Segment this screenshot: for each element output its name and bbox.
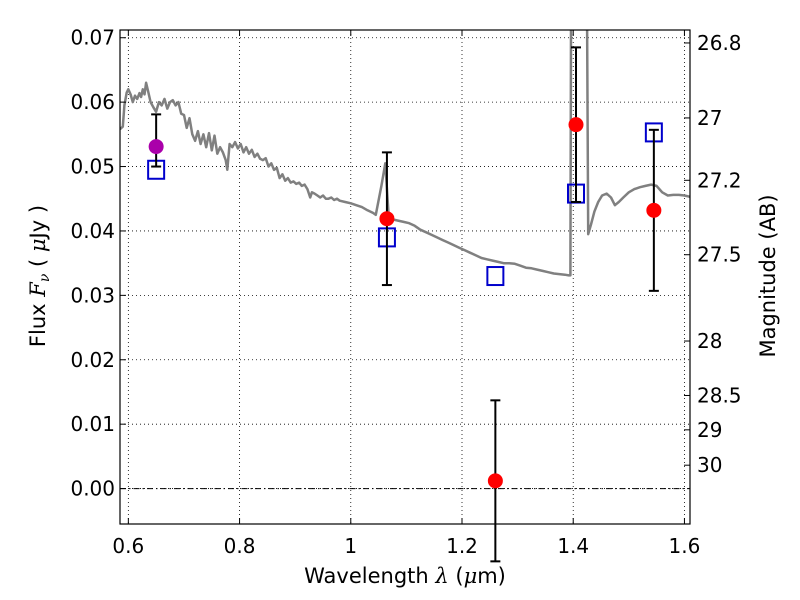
y2-tick-label: 26.8 [697, 31, 742, 55]
observed-point [487, 473, 503, 489]
y2-tick-label: 28 [697, 329, 722, 353]
y-tick-label: 0.05 [70, 155, 115, 179]
observed-point [646, 202, 662, 218]
y2-tick-label: 29 [697, 418, 722, 442]
y-tick-label: 0.03 [70, 283, 115, 307]
plot-area [120, 30, 690, 563]
x-axis-label: Wavelength λ (μm) [304, 564, 506, 588]
y-tick-label: 0.06 [70, 90, 115, 114]
y-axis-ticks: 0.00 0.01 0.02 0.03 0.04 0.05 0.06 0.07 [70, 26, 126, 501]
y2-tick-label: 27 [697, 106, 722, 130]
y2-tick-label: 30 [697, 453, 722, 477]
x-tick-label: 0.8 [224, 534, 256, 558]
x-axis-ticks: 0.6 0.8 1 1.2 1.4 1.6 [112, 30, 700, 558]
y2-tick-label: 27.2 [697, 168, 742, 192]
x-tick-label: 1.6 [669, 534, 701, 558]
highlight-point [148, 139, 164, 155]
y2-tick-label: 27.5 [697, 243, 742, 267]
observed-point [379, 211, 395, 227]
x-tick-label: 1 [344, 534, 357, 558]
x-tick-label: 1.2 [446, 534, 478, 558]
y-tick-label: 0.02 [70, 348, 115, 372]
model-spectrum-line [120, 30, 690, 277]
y-tick-label: 0.04 [70, 219, 115, 243]
x-tick-label: 0.6 [112, 534, 144, 558]
y-tick-label: 0.01 [70, 412, 115, 436]
y-axis-label: Flux Fν ( μJy ) [26, 205, 53, 347]
observed-point [568, 117, 584, 133]
y2-axis-ticks: 26.8 27 27.2 27.5 28 28.5 29 30 [684, 31, 742, 477]
y2-tick-label: 28.5 [697, 383, 742, 407]
y-tick-label: 0.07 [70, 26, 115, 50]
model-band-square [486, 266, 505, 287]
x-tick-label: 1.4 [557, 534, 589, 558]
y-tick-label: 0.00 [70, 477, 115, 501]
data-marks [147, 46, 663, 563]
plot-frame [119, 29, 691, 525]
y2-axis-label: Magnitude (AB) [756, 194, 780, 357]
